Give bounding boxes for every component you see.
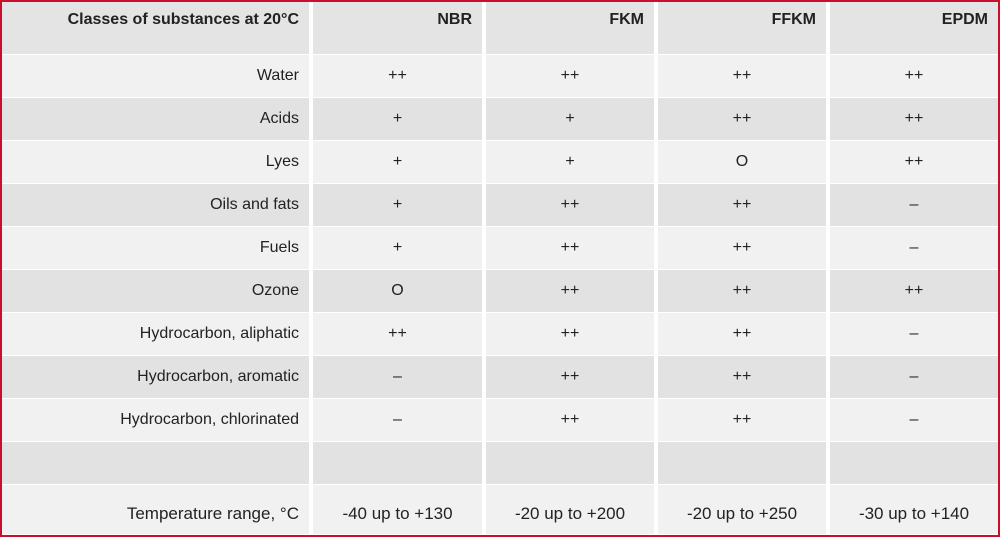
temperature-range: -30 up to +140 xyxy=(830,485,998,535)
rating: O xyxy=(658,141,826,184)
rating: ++ xyxy=(658,313,826,356)
row-label: Oils and fats xyxy=(2,184,309,227)
rating: ++ xyxy=(658,270,826,313)
rating: ++ xyxy=(313,55,482,98)
rating: ++ xyxy=(486,399,654,442)
rating: + xyxy=(313,184,482,227)
rating: + xyxy=(313,98,482,141)
rating: ++ xyxy=(313,313,482,356)
row-label: Hydrocarbon, aliphatic xyxy=(2,313,309,356)
rating: – xyxy=(830,313,998,356)
rating: ++ xyxy=(658,399,826,442)
temperature-range: -20 up to +250 xyxy=(658,485,826,535)
rating: ++ xyxy=(658,55,826,98)
row-label: Lyes xyxy=(2,141,309,184)
rating: ++ xyxy=(830,55,998,98)
rating: – xyxy=(830,356,998,399)
row-label: Fuels xyxy=(2,227,309,270)
rating: ++ xyxy=(658,227,826,270)
row-label: Acids xyxy=(2,98,309,141)
rating: ++ xyxy=(830,270,998,313)
row-label: Hydrocarbon, aromatic xyxy=(2,356,309,399)
rating: ++ xyxy=(658,98,826,141)
empty-cell xyxy=(2,442,309,485)
row-label: Hydrocarbon, chlorinated xyxy=(2,399,309,442)
empty-cell xyxy=(830,442,998,485)
temperature-range: -40 up to +130 xyxy=(313,485,482,535)
rating: ++ xyxy=(486,270,654,313)
rating: ++ xyxy=(830,141,998,184)
rating: ++ xyxy=(830,98,998,141)
header-material: EPDM xyxy=(830,2,998,55)
row-label: Ozone xyxy=(2,270,309,313)
header-material: FFKM xyxy=(658,2,826,55)
rating: + xyxy=(313,141,482,184)
rating: ++ xyxy=(486,356,654,399)
rating: ++ xyxy=(486,313,654,356)
rating: ++ xyxy=(486,55,654,98)
header-material: FKM xyxy=(486,2,654,55)
rating: ++ xyxy=(486,227,654,270)
temperature-range: -20 up to +200 xyxy=(486,485,654,535)
rating: – xyxy=(313,399,482,442)
rating: – xyxy=(313,356,482,399)
rating: O xyxy=(313,270,482,313)
rating: – xyxy=(830,184,998,227)
empty-cell xyxy=(313,442,482,485)
rating: + xyxy=(313,227,482,270)
empty-cell xyxy=(486,442,654,485)
header-material: NBR xyxy=(313,2,482,55)
rating: ++ xyxy=(486,184,654,227)
empty-cell xyxy=(658,442,826,485)
rating: – xyxy=(830,399,998,442)
row-label: Temperature range, °C xyxy=(2,485,309,535)
rating: – xyxy=(830,227,998,270)
rating: ++ xyxy=(658,184,826,227)
rating: + xyxy=(486,98,654,141)
rating: + xyxy=(486,141,654,184)
rating: ++ xyxy=(658,356,826,399)
header-label: Classes of substances at 20°C xyxy=(2,2,309,55)
row-label: Water xyxy=(2,55,309,98)
